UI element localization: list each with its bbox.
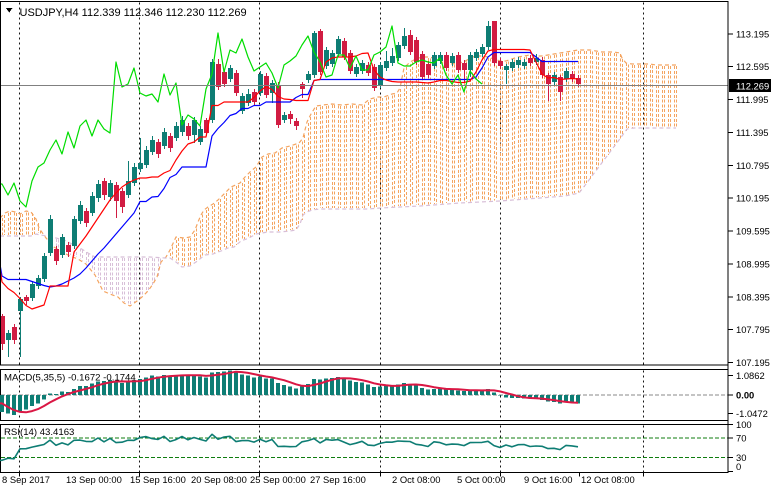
svg-text:0: 0: [736, 461, 741, 472]
svg-text:1.0862: 1.0862: [736, 370, 765, 381]
svg-text:15 Sep 16:00: 15 Sep 16:00: [130, 474, 186, 485]
svg-text:USDJPY,H4 112.339 112.346 112: USDJPY,H4 112.339 112.346 112.230 112.26…: [20, 7, 247, 19]
svg-text:100: 100: [736, 419, 752, 430]
svg-text:20 Sep 08:00: 20 Sep 08:00: [191, 474, 247, 485]
svg-text:27 Sep 16:00: 27 Sep 16:00: [310, 474, 366, 485]
svg-text:111.395: 111.395: [736, 127, 769, 138]
svg-text:108.995: 108.995: [736, 259, 770, 270]
svg-text:25 Sep 00:00: 25 Sep 00:00: [250, 474, 306, 485]
svg-text:RSI(14) 43.4163: RSI(14) 43.4163: [4, 427, 74, 438]
svg-text:30: 30: [736, 452, 746, 463]
svg-text:-1.0472: -1.0472: [736, 408, 768, 419]
svg-text:5 Oct 00:00: 5 Oct 00:00: [457, 474, 505, 485]
svg-text:107.795: 107.795: [736, 324, 770, 335]
svg-text:70: 70: [736, 433, 746, 444]
svg-text:0.00: 0.00: [736, 389, 754, 400]
svg-text:107.195: 107.195: [736, 357, 770, 368]
svg-text:2 Oct 08:00: 2 Oct 08:00: [392, 474, 440, 485]
svg-text:109.595: 109.595: [736, 226, 770, 237]
svg-text:108.395: 108.395: [736, 291, 770, 302]
svg-text:13 Sep 00:00: 13 Sep 00:00: [66, 474, 122, 485]
svg-text:8 Sep 2017: 8 Sep 2017: [2, 474, 50, 485]
svg-text:9 Oct 16:00: 9 Oct 16:00: [524, 474, 572, 485]
svg-text:112.595: 112.595: [736, 61, 769, 72]
svg-text:110.795: 110.795: [736, 160, 769, 171]
svg-text:112.269: 112.269: [736, 81, 769, 92]
svg-text:111.995: 111.995: [736, 94, 769, 105]
svg-text:MACD(5,35,5) -0.1672 -0.1744: MACD(5,35,5) -0.1672 -0.1744: [4, 373, 136, 384]
svg-text:12 Oct 08:00: 12 Oct 08:00: [581, 474, 635, 485]
svg-text:113.195: 113.195: [736, 28, 769, 39]
svg-text:110.195: 110.195: [736, 193, 769, 204]
